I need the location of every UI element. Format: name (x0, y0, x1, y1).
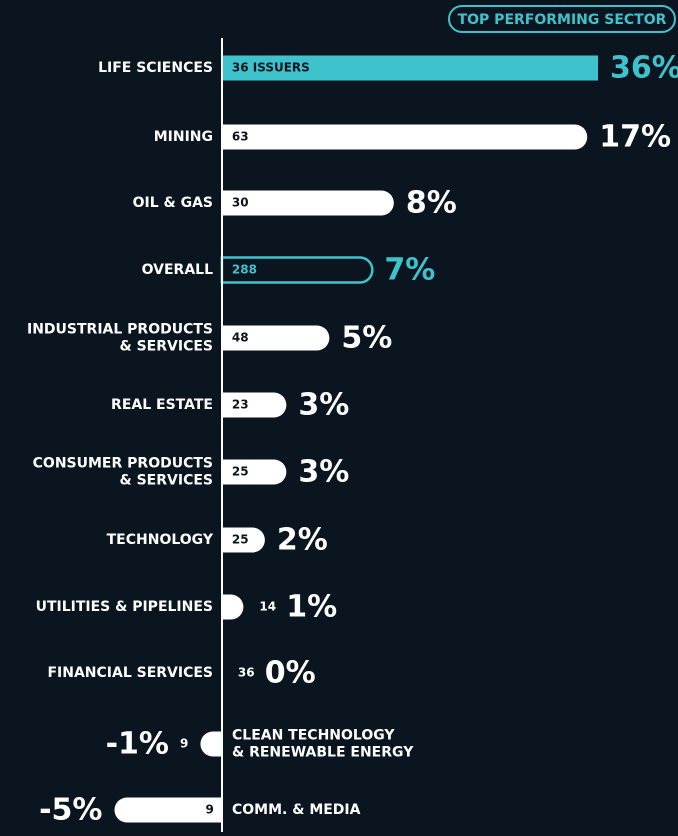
bar (220, 256, 374, 284)
category-label: OIL & GAS (133, 195, 213, 211)
badge: TOP PERFORMING SECTOR (458, 12, 667, 28)
issuer-count: 36 ISSUERS (232, 61, 310, 75)
issuer-count: 48 (232, 331, 249, 345)
value-label: 3% (298, 455, 349, 490)
issuer-count: 9 (180, 737, 188, 751)
bar (221, 325, 330, 351)
value-label: 17% (599, 120, 671, 155)
category-label: INDUSTRIAL PRODUCTS & SERVICES (27, 322, 213, 355)
issuer-count: 23 (232, 398, 249, 412)
issuer-count: 14 (259, 600, 276, 614)
category-label: LIFE SCIENCES (98, 60, 213, 76)
issuer-count: 36 (238, 666, 255, 680)
bar (114, 797, 222, 823)
value-label: 36% (610, 51, 678, 86)
bar (221, 124, 588, 150)
value-label: 5% (341, 321, 392, 356)
issuer-count: 25 (232, 465, 249, 479)
issuer-count: 9 (206, 803, 214, 817)
category-label: REAL ESTATE (111, 397, 213, 413)
bar (221, 190, 394, 216)
category-label: CLEAN TECHNOLOGY & RENEWABLE ENERGY (232, 728, 414, 761)
category-label: FINANCIAL SERVICES (47, 665, 213, 681)
bar (221, 594, 244, 620)
category-label: COMM. & MEDIA (232, 802, 361, 818)
value-label: 1% (286, 590, 337, 625)
issuer-count: 63 (232, 130, 249, 144)
value-label: -5% (39, 793, 102, 828)
badge-frame (448, 5, 676, 33)
value-label: 0% (265, 656, 316, 691)
bar (221, 527, 265, 553)
issuer-count: 288 (232, 263, 257, 277)
value-label: 2% (277, 523, 328, 558)
value-label: 7% (384, 253, 435, 288)
value-label: 8% (406, 186, 457, 221)
bar (200, 731, 222, 757)
bar (221, 392, 287, 418)
category-label: UTILITIES & PIPELINES (36, 599, 213, 615)
category-label: TECHNOLOGY (107, 532, 214, 548)
category-label: OVERALL (142, 262, 213, 278)
issuer-count: 30 (232, 196, 249, 210)
category-label: CONSUMER PRODUCTS & SERVICES (33, 456, 213, 489)
issuer-count: 25 (232, 533, 249, 547)
bars (114, 55, 598, 823)
bar (221, 459, 287, 485)
category-label: MINING (154, 129, 213, 145)
value-label: -1% (106, 727, 169, 762)
value-label: 3% (298, 388, 349, 423)
bar (221, 55, 598, 81)
